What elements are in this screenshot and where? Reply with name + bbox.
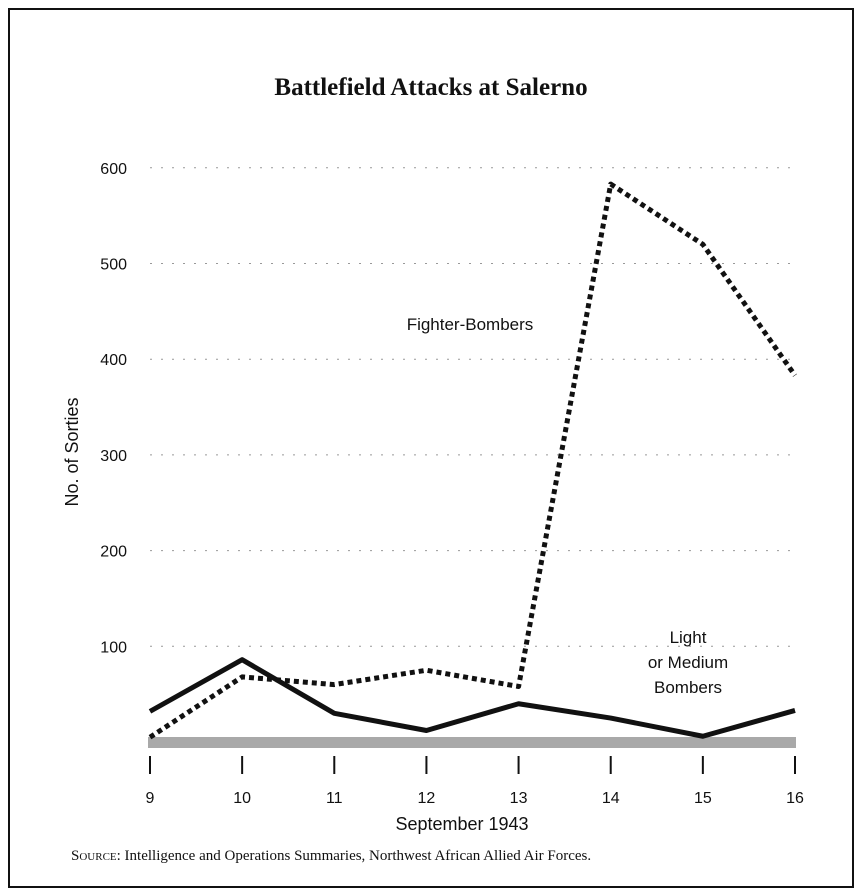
y-tick-label: 100 (100, 639, 127, 656)
baseline-band (148, 737, 796, 748)
x-axis-label: September 1943 (395, 814, 528, 834)
y-axis-label: No. of Sorties (62, 397, 82, 506)
grid-lines (150, 167, 790, 647)
series-lines (148, 181, 798, 740)
x-tick-label: 9 (146, 790, 155, 807)
series-line-fighter-bombers (148, 181, 798, 740)
x-tick-label: 13 (510, 790, 528, 807)
x-tick-label: 16 (786, 790, 804, 807)
y-tick-label: 600 (100, 161, 127, 178)
source-note: Source: Intelligence and Operations Summ… (71, 848, 591, 865)
y-tick-label: 500 (100, 257, 127, 274)
series-label-fighter-bombers: Fighter-Bombers (407, 315, 534, 334)
series-line-light-medium-bombers (148, 657, 796, 739)
series-label-bombers-line3: Bombers (654, 678, 722, 697)
y-axis-ticks: 100 200 300 400 500 600 (100, 161, 127, 656)
source-text: Intelligence and Operations Summaries, N… (120, 848, 592, 864)
series-label-bombers-line2: or Medium (648, 653, 728, 672)
chart-title: Battlefield Attacks at Salerno (274, 74, 588, 101)
x-tick-label: 11 (326, 790, 343, 807)
baseline-band-rect (148, 737, 796, 748)
y-tick-label: 400 (100, 352, 127, 369)
x-tick-label: 10 (233, 790, 251, 807)
source-prefix: Source: (71, 848, 121, 864)
x-tick-label: 15 (694, 790, 712, 807)
x-tick-label: 14 (602, 790, 620, 807)
x-tick-label: 12 (418, 790, 436, 807)
series-label-bombers-line1: Light (670, 628, 707, 647)
x-axis-ticks: 9 10 11 12 13 14 15 16 (146, 756, 804, 807)
y-tick-label: 300 (100, 448, 127, 465)
y-tick-label: 200 (100, 544, 127, 561)
